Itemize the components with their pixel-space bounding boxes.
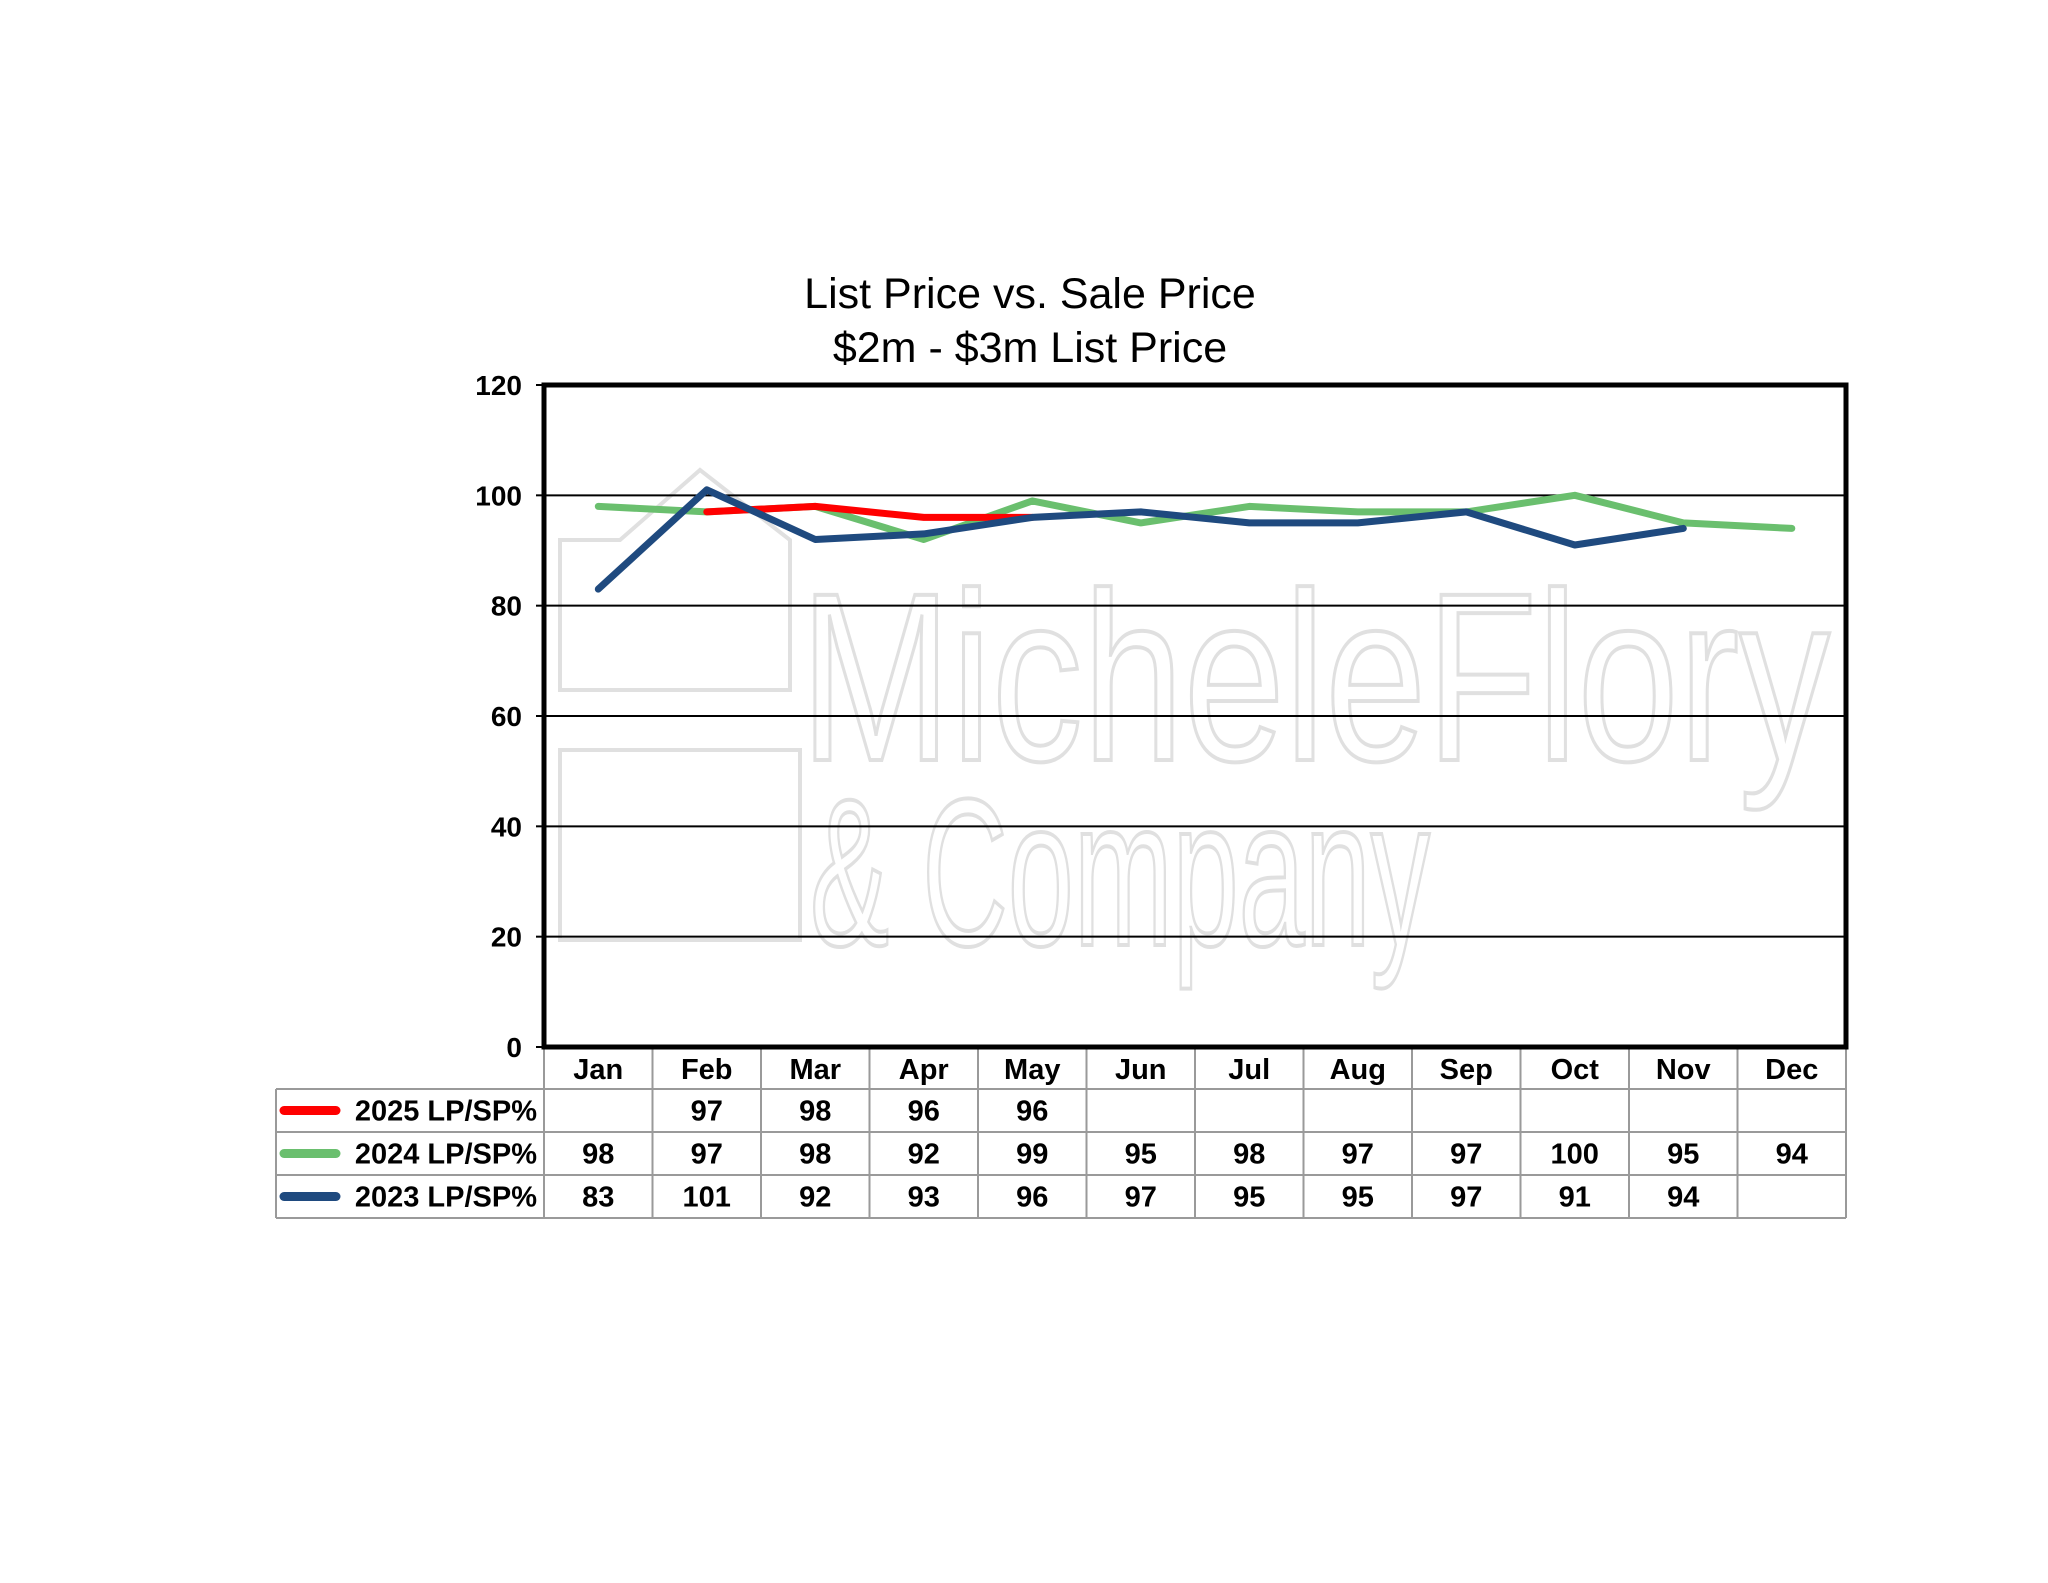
plot-area-border (541, 382, 1849, 1050)
x-tick-label-feb: Feb (681, 1054, 733, 1086)
data-label: 83 (582, 1182, 614, 1214)
grid-lines (544, 494, 1846, 938)
legend-label-2: 2024 LP/SP% (355, 1139, 537, 1171)
data-label: 97 (691, 1139, 723, 1171)
y-tick-label-100: 100 (475, 480, 522, 511)
watermark-line1: MicheleFlory (800, 543, 1830, 811)
watermark-house-icon (558, 467, 802, 942)
series-lines (594, 486, 1796, 593)
legend-label-3: 2023 LP/SP% (355, 1182, 537, 1214)
x-tick-label-aug: Aug (1330, 1054, 1386, 1086)
x-tick-label-nov: Nov (1656, 1054, 1711, 1086)
data-label: 95 (1233, 1182, 1265, 1214)
y-tick-label-80: 80 (491, 591, 522, 622)
data-label: 99 (1016, 1139, 1048, 1171)
legend-label-1: 2025 LP/SP% (355, 1096, 537, 1128)
data-label: 98 (799, 1139, 831, 1171)
y-axis-ticks: 0 20 40 60 80 100 120 (475, 370, 544, 1063)
y-tick-label-0: 0 (506, 1032, 522, 1063)
data-label: 97 (691, 1096, 723, 1128)
data-label: 97 (1125, 1182, 1157, 1214)
series-line-2023 (594, 486, 1687, 593)
watermark-logo: MicheleFlory & Company (558, 467, 1832, 992)
data-label: 92 (908, 1139, 940, 1171)
data-label: 98 (582, 1139, 614, 1171)
y-tick-label-120: 120 (475, 370, 522, 401)
data-label: 96 (908, 1096, 940, 1128)
data-label: 95 (1125, 1139, 1157, 1171)
y-tick-label-20: 20 (491, 922, 522, 953)
data-label: 98 (799, 1096, 831, 1128)
x-tick-label-apr: Apr (899, 1054, 949, 1086)
data-label: 97 (1450, 1139, 1482, 1171)
x-tick-label-jun: Jun (1115, 1054, 1167, 1086)
x-tick-label-sep: Sep (1440, 1054, 1493, 1086)
data-label: 94 (1776, 1139, 1808, 1171)
chart-subtitle: $2m - $3m List Price (833, 324, 1227, 372)
data-label: 94 (1667, 1182, 1699, 1214)
chart-title: List Price vs. Sale Price (804, 270, 1256, 318)
data-label: 97 (1342, 1139, 1374, 1171)
data-label: 95 (1342, 1182, 1374, 1214)
data-label: 100 (1551, 1139, 1599, 1171)
data-label: 91 (1559, 1182, 1591, 1214)
data-label: 95 (1667, 1139, 1699, 1171)
data-label: 96 (1016, 1096, 1048, 1128)
x-tick-label-jan: Jan (573, 1054, 623, 1086)
data-label: 96 (1016, 1182, 1048, 1214)
data-label: 93 (908, 1182, 940, 1214)
data-label: 98 (1233, 1139, 1265, 1171)
x-tick-label-jul: Jul (1228, 1054, 1270, 1086)
x-tick-label-may: May (1004, 1054, 1060, 1086)
plot-frame (541, 382, 1849, 1050)
x-tick-label-oct: Oct (1551, 1054, 1600, 1086)
x-tick-label-mar: Mar (789, 1054, 841, 1086)
y-tick-label-40: 40 (491, 811, 522, 842)
data-table: Jan Feb Mar Apr May Jun Jul Aug Sep Oct Nov Dec 2025… (275, 1047, 1847, 1219)
watermark-line2: & Company (810, 755, 1430, 990)
data-label: 92 (799, 1182, 831, 1214)
data-label: 97 (1450, 1182, 1482, 1214)
y-tick-label-60: 60 (491, 701, 522, 732)
series-line-2025 (703, 502, 1036, 521)
x-tick-label-dec: Dec (1765, 1054, 1818, 1086)
data-label: 101 (683, 1182, 731, 1214)
